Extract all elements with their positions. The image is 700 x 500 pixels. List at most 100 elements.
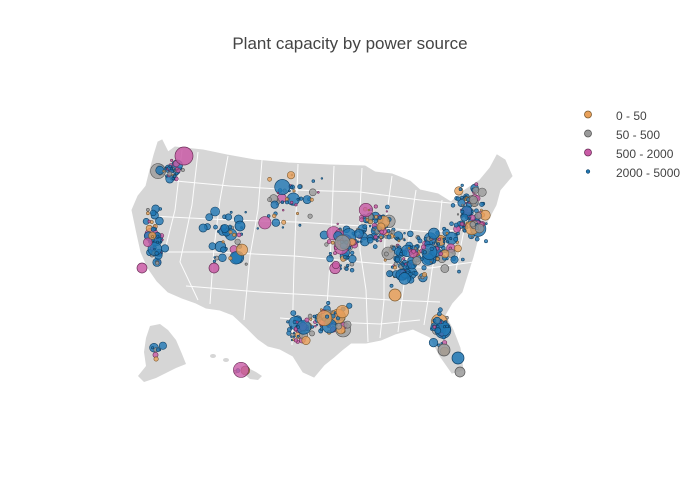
plant-marker[interactable] <box>404 263 407 266</box>
plant-marker[interactable] <box>286 171 295 180</box>
plant-marker[interactable] <box>156 347 161 352</box>
plant-marker[interactable] <box>316 191 320 194</box>
plant-marker[interactable] <box>428 338 439 348</box>
plant-marker[interactable] <box>339 267 343 270</box>
plant-marker[interactable] <box>422 250 427 255</box>
plant-marker[interactable] <box>435 256 440 261</box>
plant-marker[interactable] <box>367 209 370 212</box>
plant-marker[interactable] <box>293 338 298 343</box>
plant-marker[interactable] <box>146 211 150 216</box>
plant-marker[interactable] <box>362 224 368 230</box>
plant-marker[interactable] <box>403 239 406 242</box>
plant-marker[interactable] <box>301 335 311 345</box>
plant-marker[interactable] <box>294 203 298 207</box>
plant-marker[interactable] <box>411 249 416 254</box>
plant-marker[interactable] <box>484 239 488 244</box>
plant-marker[interactable] <box>221 240 225 244</box>
plant-marker[interactable] <box>446 240 450 244</box>
plant-marker[interactable] <box>228 256 233 261</box>
plant-marker[interactable] <box>285 200 289 205</box>
plant-marker[interactable] <box>267 214 271 218</box>
plant-marker[interactable] <box>310 325 315 329</box>
plant-marker[interactable] <box>449 221 454 226</box>
plant-marker[interactable] <box>394 257 400 263</box>
plant-marker[interactable] <box>368 219 373 225</box>
plant-marker[interactable] <box>461 203 464 207</box>
plant-marker[interactable] <box>413 271 419 276</box>
plant-marker[interactable] <box>256 227 259 230</box>
plant-marker[interactable] <box>385 204 390 210</box>
plant-marker[interactable] <box>151 346 155 350</box>
plant-marker[interactable] <box>307 213 313 219</box>
plant-marker[interactable] <box>315 323 319 326</box>
plant-marker[interactable] <box>155 165 165 175</box>
plant-marker[interactable] <box>442 240 446 244</box>
plant-marker[interactable] <box>212 259 216 263</box>
plant-marker[interactable] <box>360 240 363 243</box>
plant-marker[interactable] <box>276 191 280 194</box>
plant-marker[interactable] <box>153 356 159 362</box>
plant-marker[interactable] <box>299 196 304 201</box>
plant-marker[interactable] <box>441 335 446 340</box>
plant-marker[interactable] <box>344 266 349 271</box>
plant-marker[interactable] <box>474 212 482 220</box>
plant-marker[interactable] <box>373 234 378 240</box>
plant-marker[interactable] <box>385 210 389 213</box>
plant-marker[interactable] <box>453 236 459 242</box>
plant-marker[interactable] <box>150 209 157 217</box>
plant-marker[interactable] <box>272 213 277 218</box>
plant-marker[interactable] <box>289 185 294 190</box>
plant-marker[interactable] <box>307 313 313 319</box>
plant-marker[interactable] <box>449 237 453 241</box>
plant-marker[interactable] <box>457 269 461 274</box>
plant-marker[interactable] <box>335 316 341 321</box>
plant-marker[interactable] <box>235 243 248 256</box>
plant-marker[interactable] <box>357 240 360 244</box>
plant-marker[interactable] <box>151 235 155 239</box>
plant-marker[interactable] <box>469 195 478 205</box>
plant-marker[interactable] <box>171 177 175 181</box>
plant-marker[interactable] <box>445 324 449 329</box>
plant-marker[interactable] <box>377 215 383 220</box>
plant-marker[interactable] <box>359 217 364 223</box>
plant-marker[interactable] <box>290 335 293 338</box>
plant-marker[interactable] <box>281 219 287 225</box>
plant-marker[interactable] <box>316 310 333 327</box>
plant-marker[interactable] <box>373 204 378 209</box>
plant-marker[interactable] <box>296 334 300 338</box>
plant-marker[interactable] <box>166 168 169 171</box>
plant-marker[interactable] <box>468 216 471 220</box>
plant-marker[interactable] <box>431 241 435 245</box>
plant-marker[interactable] <box>395 244 399 248</box>
plant-marker[interactable] <box>354 229 364 239</box>
plant-marker[interactable] <box>234 238 241 245</box>
plant-marker[interactable] <box>292 332 296 335</box>
plant-marker[interactable] <box>228 230 233 235</box>
plant-marker[interactable] <box>390 246 394 249</box>
plant-marker[interactable] <box>146 208 150 212</box>
plant-marker[interactable] <box>484 222 488 225</box>
plant-marker[interactable] <box>205 213 213 221</box>
plant-marker[interactable] <box>389 283 394 288</box>
plant-marker[interactable] <box>474 182 479 187</box>
plant-marker[interactable] <box>314 325 317 328</box>
plant-marker[interactable] <box>346 302 353 309</box>
plant-marker[interactable] <box>326 300 331 305</box>
plant-marker[interactable] <box>198 223 208 233</box>
plant-marker[interactable] <box>210 206 220 217</box>
plant-marker[interactable] <box>436 242 441 246</box>
plant-marker[interactable] <box>326 255 334 263</box>
plant-marker[interactable] <box>375 239 379 243</box>
plant-marker[interactable] <box>453 222 459 228</box>
plant-marker[interactable] <box>400 250 403 253</box>
plant-marker[interactable] <box>292 189 296 193</box>
plant-marker[interactable] <box>474 223 485 234</box>
plant-marker[interactable] <box>433 316 442 325</box>
plant-marker[interactable] <box>292 335 296 338</box>
plant-marker[interactable] <box>143 237 153 248</box>
plant-marker[interactable] <box>479 201 485 207</box>
plant-marker[interactable] <box>402 257 406 261</box>
plant-marker[interactable] <box>460 195 464 200</box>
plant-marker[interactable] <box>156 240 160 244</box>
